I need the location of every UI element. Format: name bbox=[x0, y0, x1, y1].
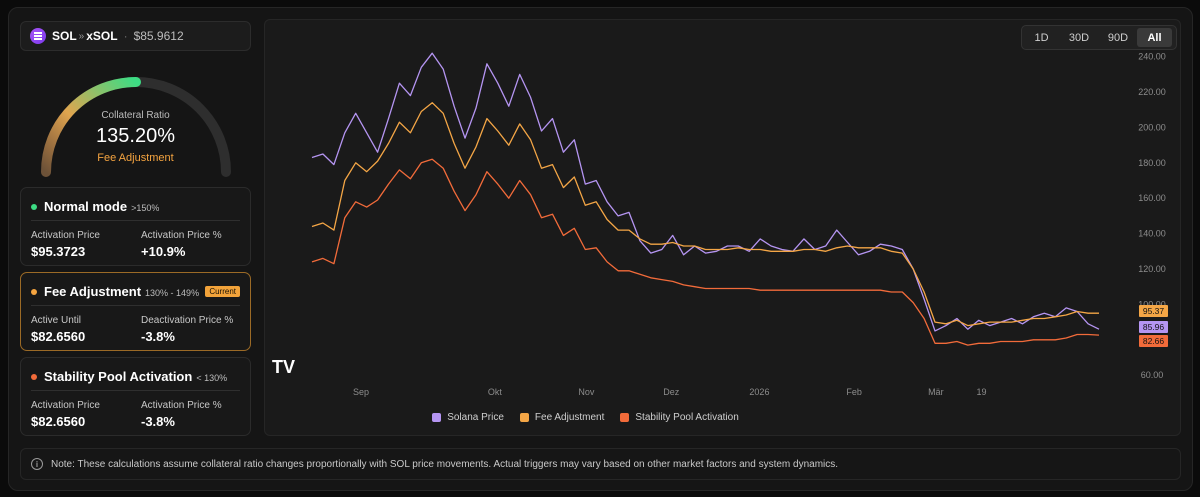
mode-range: < 130% bbox=[196, 372, 228, 383]
x-tick-label: Feb bbox=[846, 387, 862, 397]
status-dot-icon bbox=[31, 203, 37, 210]
mode-header: Stability Pool Activation < 130% bbox=[31, 369, 240, 384]
y-tick-label: 220.00 bbox=[1138, 87, 1166, 97]
range-button-90d[interactable]: 90D bbox=[1107, 31, 1129, 44]
x-tick-label: Nov bbox=[578, 387, 595, 397]
stat-label: Active Until bbox=[31, 315, 82, 326]
legend-label: Stability Pool Activation bbox=[635, 412, 739, 423]
x-tick-label: 19 bbox=[977, 387, 987, 397]
y-tick-label: 120.00 bbox=[1138, 264, 1166, 274]
info-icon: i bbox=[31, 458, 43, 470]
y-tick-label: 160.00 bbox=[1138, 193, 1166, 203]
legend-swatch bbox=[620, 413, 630, 422]
y-tick-label: 200.00 bbox=[1138, 122, 1166, 132]
status-dot-icon bbox=[31, 373, 37, 380]
mode-range: 130% - 149% bbox=[145, 287, 200, 298]
mode-range: >150% bbox=[131, 202, 160, 213]
y-tick-label: 180.00 bbox=[1138, 158, 1166, 168]
note-text: Note: These calculations assume collater… bbox=[51, 458, 839, 470]
stat-value: +10.9% bbox=[141, 244, 186, 259]
legend-swatch bbox=[519, 413, 529, 422]
y-tick-label: 140.00 bbox=[1138, 229, 1166, 239]
mode-card-fee-adjustment[interactable]: Fee Adjustment 130% - 149% Current Activ… bbox=[20, 272, 251, 351]
status-dot-icon bbox=[31, 288, 37, 295]
token-to: xSOL bbox=[86, 29, 118, 43]
mode-header: Normal mode >150% bbox=[31, 199, 240, 214]
range-button-1d[interactable]: 1D bbox=[1034, 31, 1049, 44]
stat-activation-percent: Activation Price % +10.9% bbox=[141, 230, 222, 259]
legend-item-stability-pool[interactable]: Stability Pool Activation bbox=[620, 412, 739, 423]
gauge-readout: Collateral Ratio 135.20% Fee Adjustment bbox=[20, 110, 251, 164]
legend-swatch bbox=[432, 413, 442, 422]
x-tick-label: Dez bbox=[663, 387, 680, 397]
stat-deactivation-percent: Deactivation Price % -3.8% bbox=[141, 315, 233, 344]
stat-label: Activation Price % bbox=[141, 230, 222, 241]
mode-title: Fee Adjustment bbox=[44, 284, 142, 299]
last-value-badge bbox=[1139, 321, 1168, 333]
stat-label: Activation Price bbox=[31, 230, 100, 241]
current-mode-label: Fee Adjustment bbox=[97, 152, 174, 164]
token-pair-selector[interactable]: SOL » xSOL · $85.9612 bbox=[20, 21, 251, 51]
stat-value: $82.6560 bbox=[31, 329, 86, 344]
series-line-3 bbox=[311, 158, 1100, 346]
stat-value: $82.6560 bbox=[31, 414, 86, 429]
y-tick-label: 100.00 bbox=[1138, 299, 1166, 309]
x-tick-label: Mär bbox=[928, 387, 944, 397]
stat-activation-price: Activation Price $95.3723 bbox=[31, 230, 100, 259]
last-value-label: 85.96 bbox=[1143, 322, 1165, 332]
legend-item-solana-price[interactable]: Solana Price bbox=[432, 412, 504, 423]
stat-label: Activation Price % bbox=[141, 400, 222, 411]
series-line-2 bbox=[311, 102, 1099, 327]
x-tick-label: 2026 bbox=[749, 387, 769, 397]
stat-value: $95.3723 bbox=[31, 244, 86, 259]
collateral-ratio-value: 135.20% bbox=[96, 125, 175, 147]
chart-legend: Solana Price Fee Adjustment Stability Po… bbox=[264, 412, 907, 423]
solana-logo-icon bbox=[30, 28, 46, 44]
legend-item-fee-adjustment[interactable]: Fee Adjustment bbox=[519, 412, 605, 423]
mode-title: Normal mode bbox=[44, 199, 128, 214]
collateral-ratio-gauge bbox=[41, 77, 231, 177]
stat-label: Deactivation Price % bbox=[141, 315, 234, 326]
x-tick-label: Okt bbox=[488, 387, 503, 397]
stat-activation-percent: Activation Price % -3.8% bbox=[141, 400, 222, 429]
separator: · bbox=[123, 29, 128, 43]
series-line-1 bbox=[311, 52, 1100, 332]
token-from: SOL bbox=[52, 29, 77, 43]
mode-card-stability-pool[interactable]: Stability Pool Activation < 130% Activat… bbox=[20, 357, 251, 436]
price-chart[interactable]: 240.00 220.00 200.00 180.00 160.00 140.00 120.… bbox=[264, 19, 1181, 412]
y-tick-label: 240.00 bbox=[1138, 52, 1166, 62]
time-range-selector: 1D 30D 90D All bbox=[1021, 25, 1177, 50]
price-chart-panel bbox=[264, 19, 1181, 436]
divider bbox=[31, 305, 240, 306]
legend-label: Solana Price bbox=[447, 412, 504, 423]
last-value-label: 95.37 bbox=[1143, 306, 1165, 316]
gauge-fill bbox=[41, 77, 141, 177]
disclaimer-note: i Note: These calculations assume collat… bbox=[20, 448, 1181, 480]
mode-header: Fee Adjustment 130% - 149% Current bbox=[31, 284, 240, 299]
stat-activation-price: Activation Price $82.6560 bbox=[31, 400, 100, 429]
legend-label: Fee Adjustment bbox=[534, 412, 605, 423]
last-value-badge bbox=[1139, 335, 1168, 347]
mode-title: Stability Pool Activation bbox=[44, 369, 193, 384]
stat-value: -3.8% bbox=[141, 329, 175, 344]
last-value-label: 82.66 bbox=[1143, 336, 1165, 346]
y-tick-label: 60.00 bbox=[1141, 370, 1164, 380]
pair-arrow-icon: » bbox=[78, 30, 85, 42]
range-button-30d[interactable]: 30D bbox=[1068, 31, 1090, 44]
x-tick-label: Sep bbox=[353, 387, 369, 397]
token-price: $85.9612 bbox=[133, 29, 184, 43]
stat-label: Activation Price bbox=[31, 400, 100, 411]
last-value-badge bbox=[1139, 305, 1168, 317]
divider bbox=[31, 390, 240, 391]
tradingview-logo-icon: TV bbox=[272, 357, 295, 377]
range-button-all[interactable]: All bbox=[1137, 28, 1172, 47]
current-badge: Current bbox=[205, 286, 240, 297]
stat-value: -3.8% bbox=[141, 414, 175, 429]
mode-card-normal[interactable]: Normal mode >150% Activation Price $95.3… bbox=[20, 187, 251, 266]
gauge-label: Collateral Ratio bbox=[101, 110, 170, 121]
divider bbox=[31, 220, 240, 221]
stat-active-until: Active Until $82.6560 bbox=[31, 315, 85, 344]
